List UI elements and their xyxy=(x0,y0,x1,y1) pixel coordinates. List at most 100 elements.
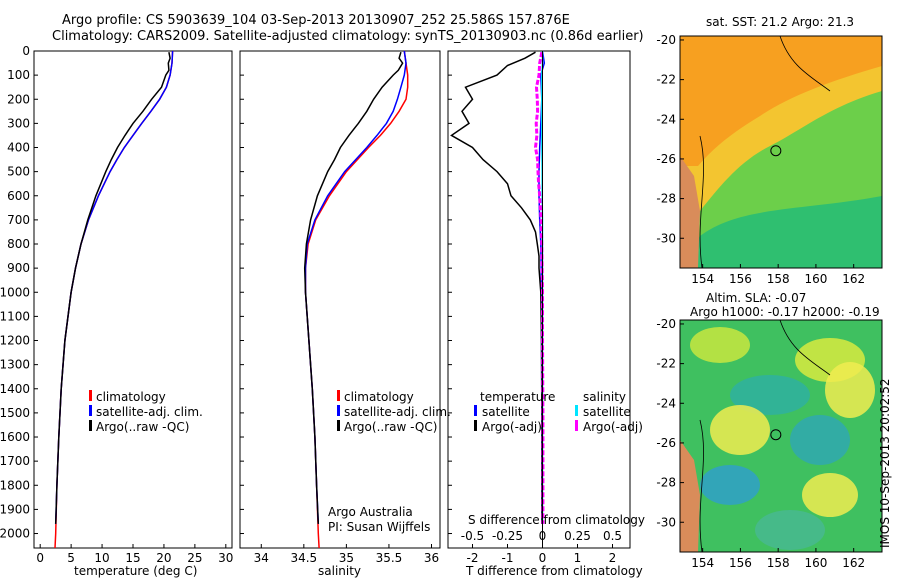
sla_map-argo-marker xyxy=(770,429,782,441)
temperature-xtick-label: 0 xyxy=(36,551,44,565)
sst_map-contour xyxy=(779,36,831,92)
diff-legend-temperature: temperature xyxy=(480,390,556,404)
temp-legend-satellite: satellite-adj. clim. xyxy=(96,405,203,419)
sst-base xyxy=(680,36,882,268)
differences-xtick-label: 2 xyxy=(609,551,617,565)
salinity-xtick-label: 34.5 xyxy=(290,551,317,565)
differences-xtick-label: -1 xyxy=(502,551,514,565)
sst_map: 154 156 158 160 162 -20 -22 -24 -26 -28 -30 xyxy=(656,33,883,286)
sal-legend-swatch-red xyxy=(337,390,340,401)
diff-legend-s-satellite: satellite xyxy=(583,405,631,419)
sst-warm-band xyxy=(680,36,882,211)
temperature-ytick-label: 2000 xyxy=(0,527,30,541)
sst_map-xtick-label: 156 xyxy=(729,272,752,286)
temperature-ytick-label: 0 xyxy=(22,44,30,58)
temperature-xtick-label: 20 xyxy=(156,551,171,565)
sal-legend-argo: Argo(..raw -QC) xyxy=(344,420,438,434)
sst-hot-band xyxy=(680,36,882,166)
diff-salinity-tick-label: 0 xyxy=(539,529,547,543)
sla_map-contour xyxy=(779,320,831,376)
sla-blob xyxy=(700,465,760,505)
sla_map-ytick-label: -20 xyxy=(656,317,676,331)
title-line-1: Argo profile: CS 5903639_104 03-Sep-2013… xyxy=(62,13,570,28)
sla_map-frame xyxy=(679,319,883,553)
sla_map-ytick-label: -30 xyxy=(656,515,676,529)
sst-land xyxy=(680,156,700,268)
temperature-ytick-label: 900 xyxy=(7,261,30,275)
sla-blob xyxy=(710,405,770,455)
t-diff-xlabel: T difference from climatology xyxy=(466,564,643,578)
differences-xtick-label: 1 xyxy=(574,551,582,565)
sst_map-ytick-label: -26 xyxy=(656,152,676,166)
temperature-ytick-label: 800 xyxy=(7,237,30,251)
diff-salinity-tick-label: -0.5 xyxy=(461,529,484,543)
temperature-ytick-label: 1900 xyxy=(0,502,30,516)
sst_map-ytick-label: -24 xyxy=(656,112,676,126)
temperature-ytick-label: 1400 xyxy=(0,382,30,396)
temperature-ytick-label: 1600 xyxy=(0,430,30,444)
differences-series-t-satellite xyxy=(538,50,546,524)
salinity-series-climatology xyxy=(304,50,409,549)
temperature-ytick-label: 1200 xyxy=(0,334,30,348)
sal-legend-swatch-black xyxy=(337,420,340,431)
sal-legend-climatology: climatology xyxy=(344,390,414,404)
temperature-ytick-label: 500 xyxy=(7,165,30,179)
sla-map-title-1: Altim. SLA: -0.07 xyxy=(706,291,807,305)
sal-legend-satellite: satellite-adj. clim. xyxy=(344,405,451,419)
sst_map-xtick-label: 154 xyxy=(691,272,714,286)
salinity-frame xyxy=(239,50,441,549)
diff-legend-swatch-magenta xyxy=(575,420,578,431)
sla_map-xtick-label: 156 xyxy=(729,556,752,570)
sst_map-ytick-label: -30 xyxy=(656,231,676,245)
temperature-ytick-label: 1500 xyxy=(0,406,30,420)
sla-blob xyxy=(690,327,750,363)
diff-legend-t-satellite: satellite xyxy=(482,405,530,419)
temp-legend-swatch-black xyxy=(89,420,92,431)
temp-legend-swatch-red xyxy=(89,390,92,401)
side-timestamp: IMOS 10-Sep-2013 20:02:52 xyxy=(878,378,892,548)
sla-land xyxy=(680,440,700,552)
differences-frame xyxy=(447,50,631,549)
salinity-xtick-label: 35.5 xyxy=(376,551,403,565)
temperature-series-argo---raw--qc- xyxy=(54,52,171,524)
diff-legend-t-argo: Argo(-adj) xyxy=(482,420,542,434)
pi-label: PI: Susan Wijffels xyxy=(328,520,431,534)
argo-australia-label: Argo Australia xyxy=(328,505,413,519)
sst_map-xtick-label: 162 xyxy=(842,272,865,286)
temperature-ytick-label: 1000 xyxy=(0,285,30,299)
temperature-xlabel: temperature (deg C) xyxy=(74,564,198,578)
sst_map-ytick-label: -20 xyxy=(656,33,676,47)
temperature-frame xyxy=(33,50,233,549)
temperature-ytick-label: 200 xyxy=(7,92,30,106)
diff-salinity-tick-label: 0.25 xyxy=(564,529,591,543)
sst_map-ytick-label: -28 xyxy=(656,192,676,206)
sla-blob xyxy=(730,375,810,415)
temperature-ytick-label: 1700 xyxy=(0,454,30,468)
salinity-xtick-label: 34 xyxy=(254,551,269,565)
diff-salinity-tick-label: -0.25 xyxy=(492,529,523,543)
sst_map-contour xyxy=(699,135,704,268)
sla_map-ytick-label: -24 xyxy=(656,396,676,410)
temperature-series-satellite-adj--clim- xyxy=(54,50,174,524)
temp-legend-swatch-blue xyxy=(89,405,92,416)
temperature-xtick-label: 30 xyxy=(218,551,233,565)
salinity-series-satellite-adj--clim- xyxy=(304,50,407,524)
temperature-ytick-label: 400 xyxy=(7,141,30,155)
sla_map-xtick-label: 154 xyxy=(691,556,714,570)
sla_map-xtick-label: 162 xyxy=(842,556,865,570)
temperature-xtick-label: 10 xyxy=(94,551,109,565)
diff-legend-swatch-cyan xyxy=(575,405,578,416)
salinity-series-argo---raw--qc- xyxy=(303,51,404,524)
sla-blob xyxy=(802,473,858,517)
diff-legend-s-argo: Argo(-adj) xyxy=(583,420,643,434)
diff-salinity-tick-label: 0.5 xyxy=(603,529,622,543)
sst_map-argo-marker xyxy=(770,145,782,157)
differences-series-s-argo--adj- xyxy=(533,51,545,524)
s-diff-xlabel: S difference from climatology xyxy=(468,513,645,527)
salinity-xtick-label: 36 xyxy=(424,551,439,565)
sla_map-ytick-label: -28 xyxy=(656,476,676,490)
sst_map-xtick-label: 160 xyxy=(804,272,827,286)
diff-legend-swatch-black xyxy=(474,420,477,431)
temp-legend-argo: Argo(..raw -QC) xyxy=(96,420,190,434)
